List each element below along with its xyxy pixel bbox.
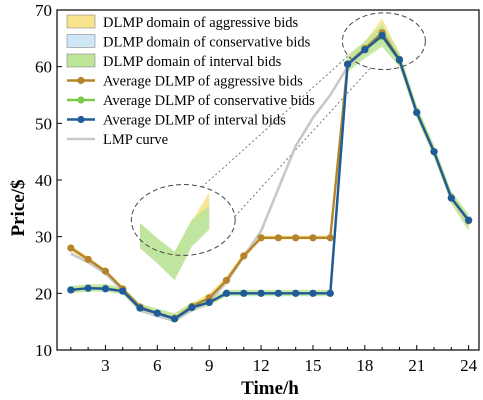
series-1-point (67, 244, 74, 251)
legend-marker-series-1 (77, 77, 84, 84)
series-3-point (171, 315, 178, 322)
legend-marker-series-3 (77, 116, 84, 123)
x-tick-label: 12 (253, 356, 270, 375)
legend-swatch-band-3 (67, 54, 95, 67)
series-3-point (67, 286, 74, 293)
series-1-point (309, 234, 316, 241)
y-tick-label: 50 (35, 114, 52, 133)
series-3-point (309, 290, 316, 297)
series-3-point (448, 195, 455, 202)
x-tick-label: 3 (101, 356, 110, 375)
series-3-point (240, 290, 247, 297)
inset-layer (140, 193, 209, 281)
legend-label-series-3: Average DLMP of interval bids (103, 113, 286, 129)
x-tick-label: 24 (460, 356, 478, 375)
series-3-point (292, 290, 299, 297)
series-3-point (257, 290, 264, 297)
legend-marker-series-2 (77, 96, 84, 103)
series-3-point (85, 285, 92, 292)
series-1-point (223, 277, 230, 284)
y-axis-title: Price/$ (8, 180, 29, 237)
x-tick-label: 18 (356, 356, 373, 375)
series-1-point (292, 234, 299, 241)
legend-layer: DLMP domain of aggressive bids DLMP domai… (67, 15, 315, 148)
series-3-point (136, 304, 143, 311)
legend-label-band-1: DLMP domain of aggressive bids (103, 15, 299, 31)
series-3-point (275, 290, 282, 297)
series-3-point (465, 217, 472, 224)
series-1-point (327, 234, 334, 241)
series-3-point (430, 148, 437, 155)
series-3-point (188, 304, 195, 311)
series-3-point (154, 310, 161, 317)
x-axis-title: Time/h (241, 378, 299, 399)
legend-label-series-2: Average DLMP of conservative bids (103, 93, 315, 109)
y-tick-label: 10 (35, 341, 52, 360)
legend-label-series-1: Average DLMP of aggressive bids (103, 74, 303, 90)
legend-label-series-4: LMP curve (103, 132, 168, 148)
inset-band-3 (140, 206, 209, 280)
series-1-point (102, 268, 109, 275)
series-3-point (206, 299, 213, 306)
series-1-point (85, 256, 92, 263)
y-tick-label: 30 (35, 228, 52, 247)
x-tick-label: 9 (205, 356, 214, 375)
legend-label-band-2: DLMP domain of conservative bids (103, 35, 311, 51)
series-3-point (413, 109, 420, 116)
series-3-point (396, 56, 403, 63)
series-3-point (223, 290, 230, 297)
series-3-point (102, 285, 109, 292)
x-tick-label: 15 (304, 356, 321, 375)
x-tick-label: 6 (153, 356, 162, 375)
y-tick-label: 60 (35, 58, 52, 77)
series-1-point (240, 252, 247, 259)
series-3-point (361, 46, 368, 53)
legend-swatch-band-2 (67, 35, 95, 48)
zoom-connector-2 (235, 68, 371, 216)
y-tick-label: 70 (35, 1, 52, 20)
series-3-point (327, 290, 334, 297)
series-3-point (119, 287, 126, 294)
y-tick-label: 20 (35, 284, 52, 303)
legend-swatch-band-1 (67, 15, 95, 28)
legend-label-band-3: DLMP domain of interval bids (103, 54, 282, 70)
series-1-point (275, 234, 282, 241)
series-3-point (344, 61, 351, 68)
series-3-point (379, 32, 386, 39)
series-1-point (257, 234, 264, 241)
x-tick-label: 21 (408, 356, 425, 375)
y-tick-label: 40 (35, 171, 52, 190)
